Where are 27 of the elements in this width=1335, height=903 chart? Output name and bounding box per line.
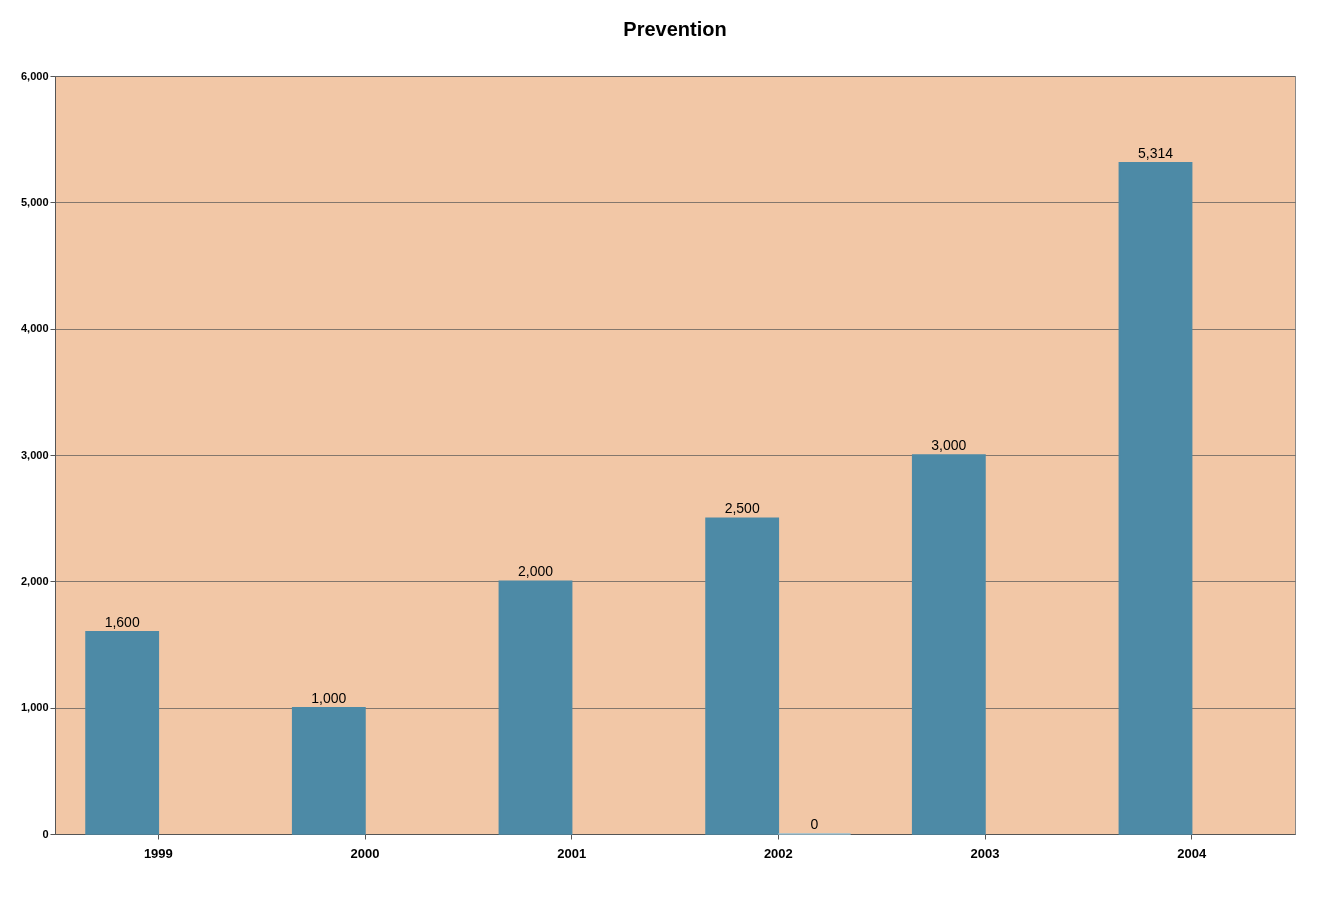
data-label: 1,600 <box>104 613 140 630</box>
data-label: 0 <box>810 816 819 832</box>
y-tick-label: 6,000 <box>20 69 49 82</box>
y-tick-label: 3,000 <box>20 448 49 461</box>
y-tick-label: 0 <box>42 827 49 840</box>
data-label: 3,000 <box>931 437 967 453</box>
x-tick-label: 2004 <box>1177 845 1207 861</box>
bar <box>1118 161 1193 835</box>
data-label: 2,000 <box>517 563 554 580</box>
y-tick-label: 4,000 <box>20 322 49 335</box>
bar <box>85 631 160 835</box>
x-tick-label: 1999 <box>143 845 173 861</box>
data-label: 5,314 <box>1137 144 1174 161</box>
x-tick-label: 2003 <box>970 845 1000 861</box>
y-tick-label: 1,000 <box>20 701 49 714</box>
bar <box>705 517 780 835</box>
y-tick-label: 5,000 <box>20 195 49 208</box>
x-tick-label: 2001 <box>557 845 587 861</box>
chart-title: Prevention <box>623 18 727 40</box>
x-tick-label: 2000 <box>350 845 380 861</box>
bar <box>911 454 986 835</box>
data-label: 2,500 <box>724 500 760 517</box>
y-tick-label: 2,000 <box>20 574 49 587</box>
bar <box>291 706 366 835</box>
bar <box>498 580 573 835</box>
x-tick-label: 2002 <box>763 845 793 861</box>
data-label: 1,000 <box>311 689 347 706</box>
